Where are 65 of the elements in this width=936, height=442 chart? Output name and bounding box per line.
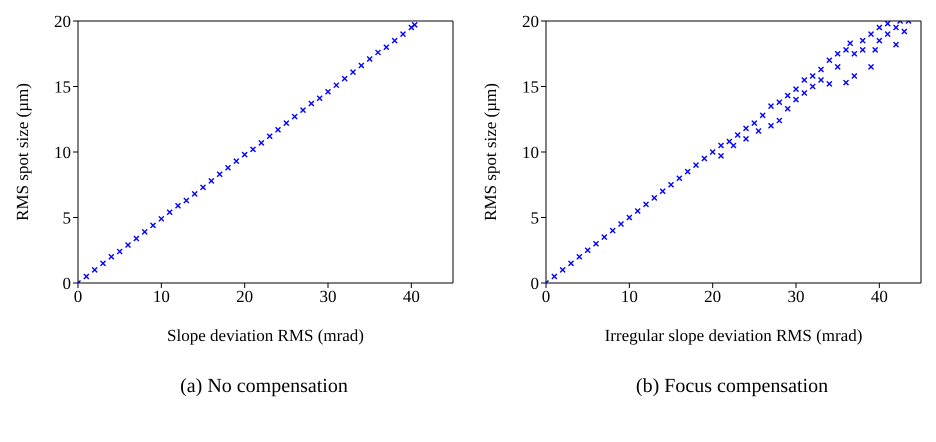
point — [100, 260, 106, 267]
x-tick-label: 20 — [236, 287, 254, 306]
point — [350, 68, 356, 76]
point — [391, 37, 398, 44]
point — [324, 88, 332, 95]
point — [200, 184, 206, 191]
point — [141, 228, 148, 236]
point — [241, 151, 248, 158]
y-tick-label: 15 — [522, 78, 539, 97]
y-tick-label: 10 — [522, 143, 539, 162]
y-tick-label: 20 — [54, 12, 71, 32]
point — [308, 100, 315, 107]
point — [258, 140, 265, 146]
point — [250, 146, 256, 153]
point — [358, 62, 365, 69]
x-axis-title: Irregular slope deviation RMS (mrad) — [604, 326, 862, 345]
point — [374, 49, 382, 56]
y-tick-label: 5 — [62, 208, 71, 228]
point — [411, 22, 418, 28]
x-tick-label: 10 — [152, 287, 170, 306]
point — [233, 158, 240, 164]
x-tick-label: 10 — [620, 287, 638, 306]
x-tick-label: 30 — [788, 287, 804, 306]
point — [216, 171, 223, 178]
point — [174, 202, 182, 209]
point — [116, 248, 123, 255]
x-tick-label: 30 — [320, 287, 336, 306]
point — [291, 113, 298, 120]
y-tick-label: 10 — [54, 143, 71, 162]
point — [133, 235, 140, 242]
x-tick-label: 40 — [402, 287, 420, 306]
point — [333, 82, 340, 88]
y-tick-label: 5 — [530, 208, 539, 228]
text: (b) Focus compensation — [634, 375, 830, 398]
x-axis-title: Slope deviation RMS (mrad) — [167, 326, 364, 345]
point — [316, 95, 323, 102]
point — [208, 178, 215, 184]
point — [274, 126, 282, 133]
point — [408, 24, 415, 31]
point — [91, 266, 98, 274]
y-axis-title: RMS spot size (µm) — [13, 83, 32, 221]
y-tick-label: 0 — [530, 274, 539, 294]
point — [108, 254, 115, 260]
point — [341, 75, 348, 82]
point — [158, 216, 165, 222]
y-tick-label: 20 — [522, 12, 539, 32]
point — [124, 242, 132, 248]
point — [383, 44, 390, 50]
y-tick-label: 0 — [62, 274, 71, 294]
point — [83, 273, 90, 280]
y-axis-title: RMS spot size (µm) — [481, 83, 500, 221]
point — [266, 133, 273, 140]
point — [300, 106, 306, 114]
x-tick-label: 40 — [870, 287, 888, 306]
point — [366, 56, 373, 62]
x-tick-label: 20 — [704, 287, 722, 306]
y-tick-label: 15 — [54, 78, 71, 97]
point — [400, 30, 406, 38]
point — [183, 197, 190, 204]
point — [283, 120, 290, 126]
point — [166, 209, 173, 216]
point — [150, 222, 156, 229]
point — [191, 190, 198, 198]
text: (a) No compensation — [179, 375, 349, 398]
point — [224, 164, 232, 171]
